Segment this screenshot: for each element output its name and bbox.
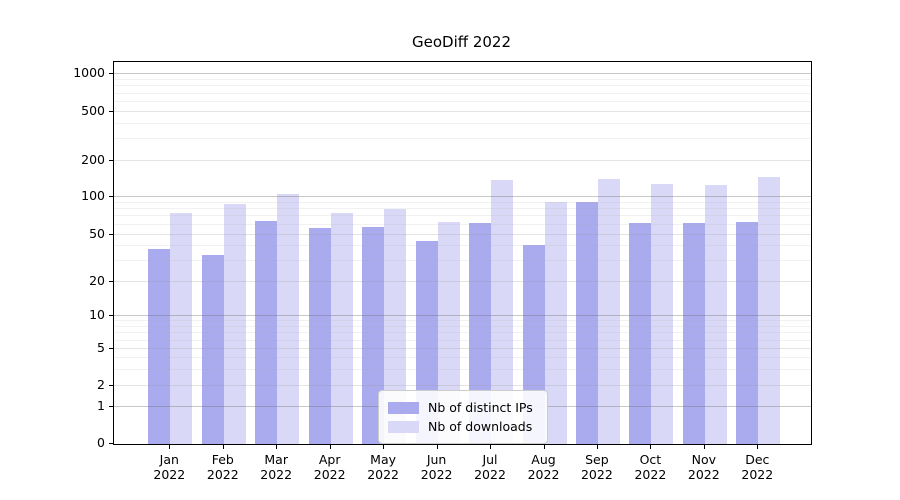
x-tick-label-mar: Mar 2022 [260,452,293,482]
y-tick-mark-1000 [109,73,113,75]
gridline-200 [114,159,811,161]
y-tick-label-20: 20 [89,273,105,289]
minor-gridline-400 [114,122,811,124]
y-tick-mark-500 [109,111,113,112]
x-tick-mark-jul [490,445,491,449]
legend-label-1: Nb of downloads [428,419,533,434]
x-tick-mark-jun [436,445,438,449]
x-tick-label-oct: Oct 2022 [634,452,667,482]
minor-gridline-300 [114,138,811,140]
minor-gridline-700 [114,92,811,94]
minor-gridline-900 [114,79,811,80]
x-tick-mark-apr [329,445,331,449]
bar-ips-nov [682,223,705,444]
x-tick-mark-jan [169,445,171,449]
x-tick-mark-mar [276,445,278,449]
bar-downloads-nov [704,184,727,444]
x-tick-label-sep: Sep 2022 [580,452,613,482]
y-tick-label-1000: 1000 [73,65,105,81]
legend: Nb of distinct IPs Nb of downloads [378,390,548,444]
y-tick-mark-1 [109,406,113,408]
bar-ips-oct [629,223,652,444]
x-tick-mark-feb [222,445,224,449]
bar-downloads-jun [437,222,460,444]
y-tick-label-2: 2 [97,377,105,393]
y-tick-label-200: 200 [81,151,105,167]
bar-ips-mar [255,220,278,444]
y-tick-mark-50 [109,233,113,235]
bar-downloads-apr [330,212,353,444]
legend-swatch-0 [388,401,419,414]
y-tick-label-500: 500 [81,103,105,118]
legend-row-0: Nb of distinct IPs [388,398,537,417]
plot-area: Nb of distinct IPs Nb of downloads [113,61,812,445]
x-tick-label-feb: Feb 2022 [206,452,239,482]
y-tick-mark-100 [109,195,113,197]
bar-downloads-mar [277,194,300,444]
gridline-1000 [114,73,811,75]
y-tick-mark-20 [109,281,113,283]
y-tick-label-1: 1 [97,398,105,414]
x-tick-mark-may [383,445,385,449]
x-tick-mark-nov [703,445,705,449]
gridline-500 [114,111,811,112]
x-tick-label-apr: Apr 2022 [313,452,346,482]
y-tick-mark-200 [109,159,113,161]
bar-downloads-oct [651,183,674,444]
bar-downloads-feb [223,203,246,444]
bar-downloads-may [384,209,407,444]
bar-ips-feb [201,254,224,444]
y-tick-mark-10 [109,315,113,317]
x-tick-mark-sep [596,445,598,449]
y-tick-label-10: 10 [89,307,105,323]
bar-downloads-jul [491,180,513,444]
x-tick-label-jul: Jul 2022 [474,452,506,482]
bar-downloads-dec [758,176,781,444]
x-tick-mark-dec [757,445,759,449]
y-tick-label-100: 100 [81,187,105,203]
minor-gridline-800 [114,85,811,87]
legend-swatch-1 [388,420,419,433]
x-tick-label-may: May 2022 [367,452,399,482]
bar-downloads-sep [597,179,620,444]
y-tick-label-0: 0 [97,435,105,450]
y-tick-label-5: 5 [97,340,105,356]
legend-label-0: Nb of distinct IPs [428,400,533,415]
bar-ips-may [362,226,385,444]
y-tick-mark-0 [109,443,113,444]
chart-title: GeoDiff 2022 [411,33,512,51]
bar-ips-jan [148,249,171,444]
x-tick-mark-oct [650,445,652,449]
y-tick-mark-2 [109,385,113,387]
y-tick-mark-5 [109,348,113,350]
x-tick-label-dec: Dec 2022 [741,452,774,482]
x-tick-mark-aug [543,445,545,449]
bar-ips-dec [736,222,759,444]
bar-downloads-aug [544,201,567,444]
bar-ips-sep [575,201,598,444]
x-tick-label-nov: Nov 2022 [687,452,720,482]
bar-ips-apr [308,227,331,444]
bar-ips-jul [469,223,491,444]
minor-gridline-600 [114,101,811,103]
x-tick-label-aug: Aug 2022 [527,452,560,482]
bar-downloads-jan [170,213,193,444]
legend-row-1: Nb of downloads [388,417,537,436]
x-tick-label-jan: Jan 2022 [153,452,186,482]
x-tick-label-jun: Jun 2022 [420,452,453,482]
y-tick-label-50: 50 [89,225,105,241]
